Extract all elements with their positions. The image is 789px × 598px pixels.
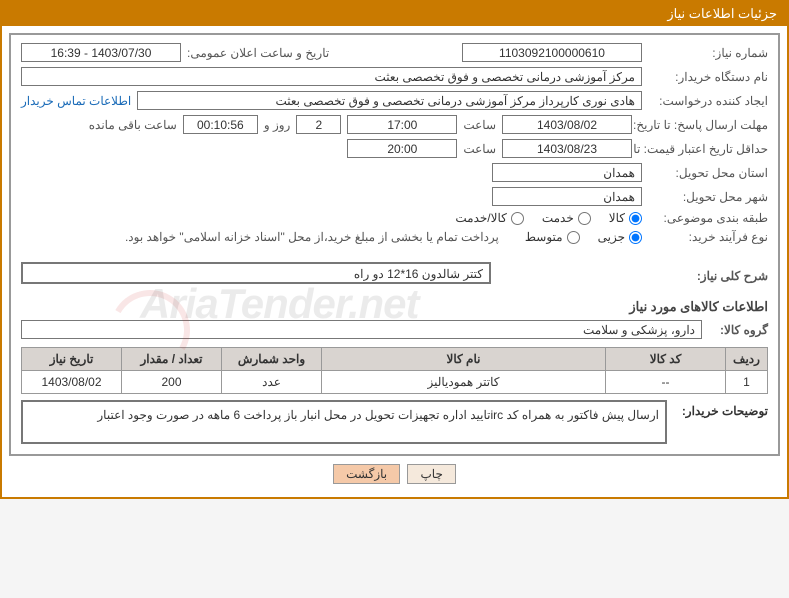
row-category: طبقه بندی موضوعی: کالا خدمت کالا/خدمت	[21, 211, 768, 225]
announce-label: تاریخ و ساعت اعلان عمومی:	[187, 46, 329, 60]
radio-medium[interactable]: متوسط	[525, 230, 580, 244]
desc-label: توضیحات خریدار:	[673, 400, 768, 444]
remaining-label: ساعت باقی مانده	[89, 118, 177, 132]
purchase-type-label: نوع فرآیند خرید:	[648, 230, 768, 244]
summary-label: شرح کلی نیاز:	[678, 269, 768, 283]
header-title: جزئیات اطلاعات نیاز	[667, 6, 777, 21]
days-and-label: روز و	[264, 118, 291, 132]
row-purchase-type: نوع فرآیند خرید: جزیی متوسط پرداخت تمام …	[21, 230, 768, 244]
row-description: توضیحات خریدار: ارسال پیش فاکتور به همرا…	[21, 400, 768, 444]
row-province: استان محل تحویل: همدان	[21, 163, 768, 182]
radio-goods-service[interactable]: کالا/خدمت	[455, 211, 523, 225]
content-area: شماره نیاز: 1103092100000610 تاریخ و ساع…	[2, 26, 787, 497]
td-row: 1	[726, 371, 768, 394]
city-value: همدان	[492, 187, 642, 206]
countdown: 00:10:56	[183, 115, 258, 134]
radio-goods-label: کالا	[609, 211, 625, 225]
row-deadline: مهلت ارسال پاسخ: تا تاریخ: 1403/08/02 سا…	[21, 115, 768, 134]
main-container: جزئیات اطلاعات نیاز شماره نیاز: 11030921…	[0, 0, 789, 499]
time-label-2: ساعت	[463, 142, 496, 156]
days-count: 2	[296, 115, 341, 134]
buyer-contact-link[interactable]: اطلاعات تماس خریدار	[21, 94, 131, 108]
td-date: 1403/08/02	[22, 371, 122, 394]
th-row: ردیف	[726, 348, 768, 371]
td-name: کاتتر همودیالیز	[322, 371, 606, 394]
th-name: نام کالا	[322, 348, 606, 371]
buyer-org-value: مرکز آموزشی درمانی تخصصی و فوق تخصصی بعث…	[21, 67, 642, 86]
validity-time: 20:00	[347, 139, 457, 158]
th-code: کد کالا	[606, 348, 726, 371]
requester-value: هادی نوری کارپرداز مرکز آموزشی درمانی تخ…	[137, 91, 642, 110]
need-no-value: 1103092100000610	[462, 43, 642, 62]
province-label: استان محل تحویل:	[648, 166, 768, 180]
need-no-label: شماره نیاز:	[648, 46, 768, 60]
validity-label: حداقل تاریخ اعتبار قیمت: تا تاریخ:	[638, 142, 768, 156]
details-panel: شماره نیاز: 1103092100000610 تاریخ و ساع…	[9, 33, 780, 456]
table-row: 1 -- کاتتر همودیالیز عدد 200 1403/08/02	[22, 371, 768, 394]
city-label: شهر محل تحویل:	[648, 190, 768, 204]
radio-goods-service-label: کالا/خدمت	[455, 211, 506, 225]
deadline-label: مهلت ارسال پاسخ: تا تاریخ:	[638, 118, 768, 132]
th-qty: تعداد / مقدار	[122, 348, 222, 371]
row-validity: حداقل تاریخ اعتبار قیمت: تا تاریخ: 1403/…	[21, 139, 768, 158]
radio-service[interactable]: خدمت	[542, 211, 591, 225]
goods-table: ردیف کد کالا نام کالا واحد شمارش تعداد /…	[21, 347, 768, 394]
row-summary: شرح کلی نیاز: کتتر شالدون 16*12 دو راه	[21, 262, 768, 289]
desc-box: ارسال پیش فاکتور به همراه کد ircتایید اد…	[21, 400, 667, 444]
radio-small-input[interactable]	[629, 231, 642, 244]
radio-goods-service-input[interactable]	[511, 212, 524, 225]
summary-box: کتتر شالدون 16*12 دو راه	[21, 262, 491, 284]
deadline-date: 1403/08/02	[502, 115, 632, 134]
print-button[interactable]: چاپ	[407, 464, 455, 484]
time-label-1: ساعت	[463, 118, 496, 132]
group-label: گروه کالا:	[708, 323, 768, 337]
back-button[interactable]: بازگشت	[333, 464, 400, 484]
th-unit: واحد شمارش	[222, 348, 322, 371]
row-buyer-org: نام دستگاه خریدار: مرکز آموزشی درمانی تخ…	[21, 67, 768, 86]
row-city: شهر محل تحویل: همدان	[21, 187, 768, 206]
buyer-org-label: نام دستگاه خریدار:	[648, 70, 768, 84]
goods-section-header: اطلاعات کالاهای مورد نیاز	[21, 299, 768, 315]
table-header-row: ردیف کد کالا نام کالا واحد شمارش تعداد /…	[22, 348, 768, 371]
footer-buttons: چاپ بازگشت	[9, 456, 780, 490]
validity-date: 1403/08/23	[502, 139, 632, 158]
category-group: کالا خدمت کالا/خدمت	[455, 211, 642, 225]
panel-header: جزئیات اطلاعات نیاز	[2, 2, 787, 26]
radio-service-input[interactable]	[578, 212, 591, 225]
td-unit: عدد	[222, 371, 322, 394]
th-date: تاریخ نیاز	[22, 348, 122, 371]
radio-goods[interactable]: کالا	[609, 211, 642, 225]
radio-small[interactable]: جزیی	[598, 230, 642, 244]
td-qty: 200	[122, 371, 222, 394]
radio-medium-label: متوسط	[525, 230, 563, 244]
row-group: گروه کالا: دارو، پزشکی و سلامت	[21, 320, 768, 339]
row-requester: ایجاد کننده درخواست: هادی نوری کارپرداز …	[21, 91, 768, 110]
category-label: طبقه بندی موضوعی:	[648, 211, 768, 225]
province-value: همدان	[492, 163, 642, 182]
td-code: --	[606, 371, 726, 394]
radio-service-label: خدمت	[542, 211, 574, 225]
row-need-number: شماره نیاز: 1103092100000610 تاریخ و ساع…	[21, 43, 768, 62]
radio-small-label: جزیی	[598, 230, 625, 244]
announce-value: 1403/07/30 - 16:39	[21, 43, 181, 62]
radio-medium-input[interactable]	[567, 231, 580, 244]
requester-label: ایجاد کننده درخواست:	[648, 94, 768, 108]
purchase-type-group: جزیی متوسط	[525, 230, 642, 244]
radio-goods-input[interactable]	[629, 212, 642, 225]
deadline-time: 17:00	[347, 115, 457, 134]
group-value: دارو، پزشکی و سلامت	[21, 320, 702, 339]
payment-note: پرداخت تمام یا بخشی از مبلغ خرید،از محل …	[125, 230, 499, 244]
